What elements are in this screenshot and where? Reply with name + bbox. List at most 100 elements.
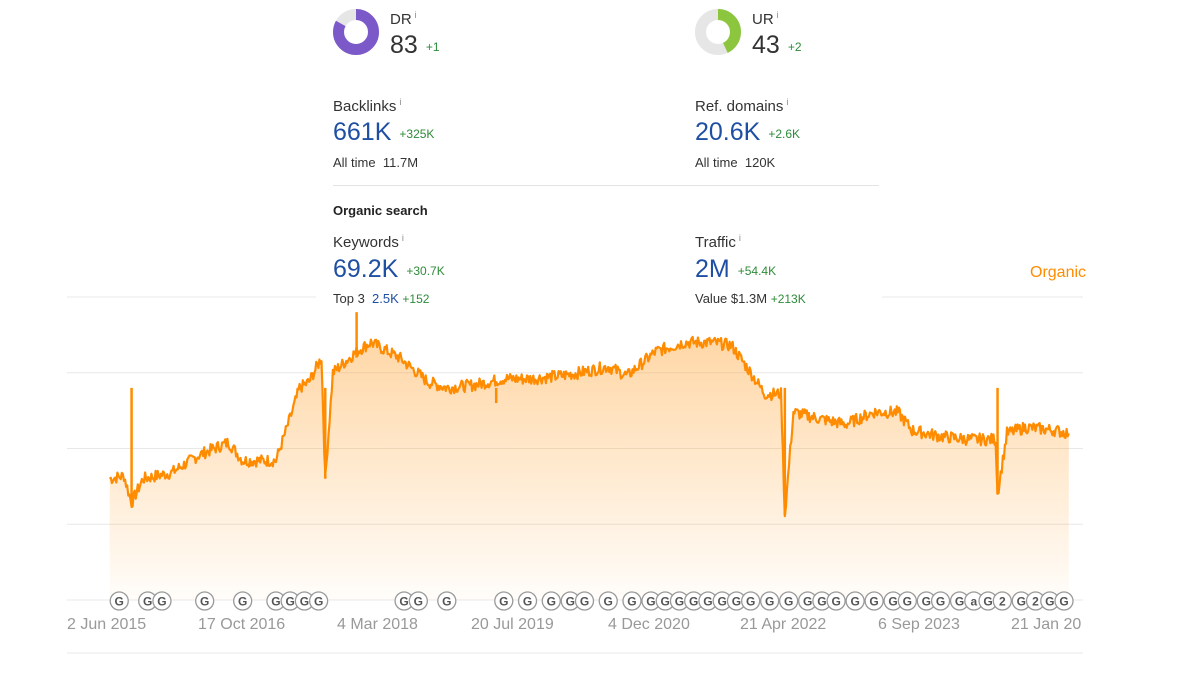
svg-text:G: G <box>566 595 575 609</box>
google-update-marker[interactable]: G <box>897 591 917 611</box>
google-update-marker[interactable]: G <box>138 591 158 611</box>
backlinks-value[interactable]: 661K +325K <box>333 118 435 146</box>
svg-text:G: G <box>765 595 774 609</box>
traffic-delta: +54.4K <box>737 264 777 278</box>
ur-label: UR i <box>752 10 779 28</box>
ref-domains-label: Ref. domains i <box>695 97 789 115</box>
svg-text:G: G <box>675 595 684 609</box>
traffic-label: Traffic i <box>695 233 741 251</box>
legend-organic[interactable]: Organic <box>1030 264 1087 281</box>
traffic-value[interactable]: 2M +54.4K <box>695 255 777 283</box>
google-update-marker[interactable]: G <box>930 591 951 611</box>
svg-text:G: G <box>646 595 655 609</box>
keywords-value[interactable]: 69.2K +30.7K <box>333 255 445 283</box>
svg-text:a: a <box>970 595 977 609</box>
backlinks-delta: +325K <box>399 127 435 141</box>
svg-text:G: G <box>689 595 698 609</box>
svg-text:G: G <box>314 595 323 609</box>
google-update-marker[interactable]: G <box>517 591 538 611</box>
ring-value <box>695 9 741 55</box>
google-update-marker[interactable]: G <box>494 591 514 611</box>
dr-donut-icon <box>333 9 379 55</box>
x-tick-label: 4 Dec 2020 <box>608 616 690 633</box>
keywords-delta: +30.7K <box>406 264 445 278</box>
svg-text:G: G <box>157 595 166 609</box>
google-update-marker[interactable]: G <box>574 591 595 611</box>
google-update-marker[interactable]: a <box>964 591 984 611</box>
svg-text:G: G <box>1059 595 1068 609</box>
info-icon[interactable]: i <box>414 10 417 20</box>
info-icon[interactable]: i <box>786 97 789 107</box>
svg-text:G: G <box>869 595 878 609</box>
backlinks-label: Backlinks i <box>333 97 402 115</box>
info-icon[interactable]: i <box>776 10 779 20</box>
google-update-marker[interactable]: G <box>845 591 865 611</box>
dr-delta: +1 <box>425 40 440 54</box>
organic-area <box>109 336 1069 600</box>
svg-text:G: G <box>746 595 755 609</box>
google-update-marker[interactable]: G <box>195 591 215 611</box>
ref-domains-alltime: All time 120K <box>695 155 776 170</box>
google-update-marker[interactable]: G <box>826 591 846 611</box>
info-icon[interactable]: i <box>401 233 404 243</box>
google-update-marker[interactable]: G <box>1054 591 1074 611</box>
metrics-card <box>316 0 882 300</box>
traffic-value-amount: Value $1.3M +213K <box>695 291 806 306</box>
svg-text:G: G <box>143 595 152 609</box>
ur-donut-icon <box>695 9 741 55</box>
info-icon[interactable]: i <box>399 97 402 107</box>
divider <box>333 185 879 186</box>
svg-text:G: G <box>547 595 556 609</box>
google-update-marker[interactable]: G <box>760 591 780 611</box>
google-update-marker[interactable]: G <box>541 591 561 611</box>
svg-text:G: G <box>703 595 712 609</box>
google-update-marker[interactable]: 2 <box>992 591 1012 611</box>
google-update-marker[interactable]: G <box>308 591 329 611</box>
svg-text:G: G <box>523 595 532 609</box>
svg-text:G: G <box>1045 595 1054 609</box>
info-icon[interactable]: i <box>738 233 741 243</box>
ur-value: 43 +2 <box>752 31 802 59</box>
svg-text:G: G <box>718 595 727 609</box>
google-update-marker[interactable]: G <box>233 591 253 611</box>
x-tick-label: 21 Jan 20 <box>1011 616 1081 633</box>
svg-text:G: G <box>903 595 912 609</box>
ref-domains-delta: +2.6K <box>768 127 801 141</box>
google-update-marker[interactable]: G <box>622 591 642 611</box>
svg-text:G: G <box>115 595 124 609</box>
google-update-marker[interactable]: G <box>864 591 884 611</box>
svg-text:G: G <box>955 595 964 609</box>
keywords-label: Keywords i <box>333 233 404 251</box>
svg-text:G: G <box>803 595 812 609</box>
ref-domains-value[interactable]: 20.6K +2.6K <box>695 118 801 146</box>
svg-text:G: G <box>399 595 408 609</box>
svg-text:G: G <box>627 595 636 609</box>
svg-text:G: G <box>238 595 247 609</box>
svg-text:G: G <box>817 595 826 609</box>
google-update-marker[interactable]: G <box>812 591 832 611</box>
svg-text:G: G <box>936 595 945 609</box>
google-update-marker[interactable]: G <box>437 591 457 611</box>
svg-text:2: 2 <box>999 595 1006 609</box>
svg-text:G: G <box>442 595 451 609</box>
svg-text:G: G <box>604 595 613 609</box>
google-update-marker[interactable]: G <box>741 591 761 611</box>
x-tick-label: 21 Apr 2022 <box>740 616 826 633</box>
x-tick-label: 6 Sep 2023 <box>878 616 960 633</box>
ring-value <box>333 9 379 55</box>
google-update-marker[interactable]: G <box>598 591 618 611</box>
x-tick-label: 17 Oct 2016 <box>198 616 285 633</box>
svg-text:G: G <box>285 595 294 609</box>
google-update-marker[interactable]: G <box>778 591 799 611</box>
svg-text:G: G <box>414 595 423 609</box>
x-tick-label: 4 Mar 2018 <box>337 616 418 633</box>
ur-delta: +2 <box>787 40 802 54</box>
x-tick-label: 2 Jun 2015 <box>67 616 146 633</box>
organic-search-title: Organic search <box>333 203 428 218</box>
dr-label: DR i <box>390 10 417 28</box>
google-update-marker[interactable]: G <box>408 591 428 611</box>
google-update-marker[interactable]: G <box>726 591 747 611</box>
google-update-marker[interactable]: G <box>152 591 172 611</box>
google-update-marker[interactable]: G <box>109 591 129 611</box>
organic-series-line <box>108 335 1070 518</box>
